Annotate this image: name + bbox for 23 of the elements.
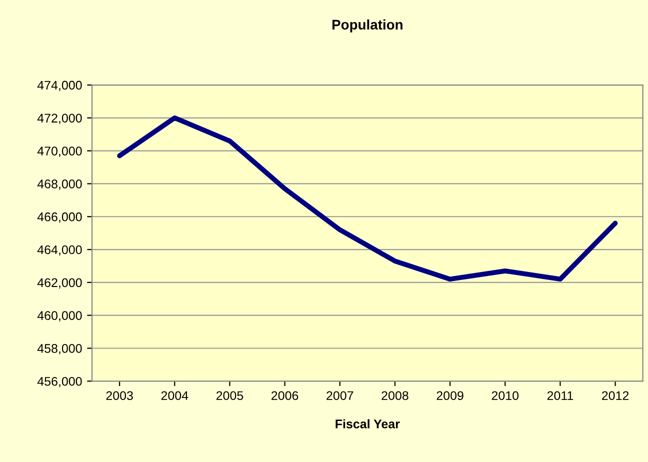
y-tick-label: 468,000 bbox=[37, 180, 82, 190]
x-tick-label: 2008 bbox=[382, 391, 408, 400]
x-tick-label: 2011 bbox=[547, 391, 574, 400]
y-tick-label: 462,000 bbox=[37, 278, 82, 289]
x-tick-label: 2010 bbox=[492, 391, 519, 400]
x-tick-label: 2003 bbox=[106, 391, 133, 400]
y-tick-label: 458,000 bbox=[37, 344, 82, 354]
y-tick-label: 456,000 bbox=[37, 376, 82, 388]
x-tick-label: 2004 bbox=[161, 391, 188, 400]
x-tick-label: 2009 bbox=[436, 391, 464, 400]
x-tick-label: 2005 bbox=[216, 391, 244, 400]
line-series bbox=[117, 115, 618, 282]
y-tick-label: 464,000 bbox=[37, 245, 82, 256]
y-tick-label: 474,000 bbox=[37, 80, 82, 92]
y-tick-label: 466,000 bbox=[37, 212, 82, 223]
y-tick-label: 472,000 bbox=[37, 114, 82, 124]
x-tick-label: 2007 bbox=[326, 391, 354, 400]
x-axis-title: Fiscal Year bbox=[336, 419, 400, 428]
y-tick-label: 460,000 bbox=[37, 311, 82, 322]
x-tick-label: 2006 bbox=[272, 391, 298, 400]
y-tick-label: 470,000 bbox=[37, 146, 82, 157]
chart-title: Population bbox=[332, 19, 402, 32]
x-tick-label: 2012 bbox=[602, 391, 629, 400]
